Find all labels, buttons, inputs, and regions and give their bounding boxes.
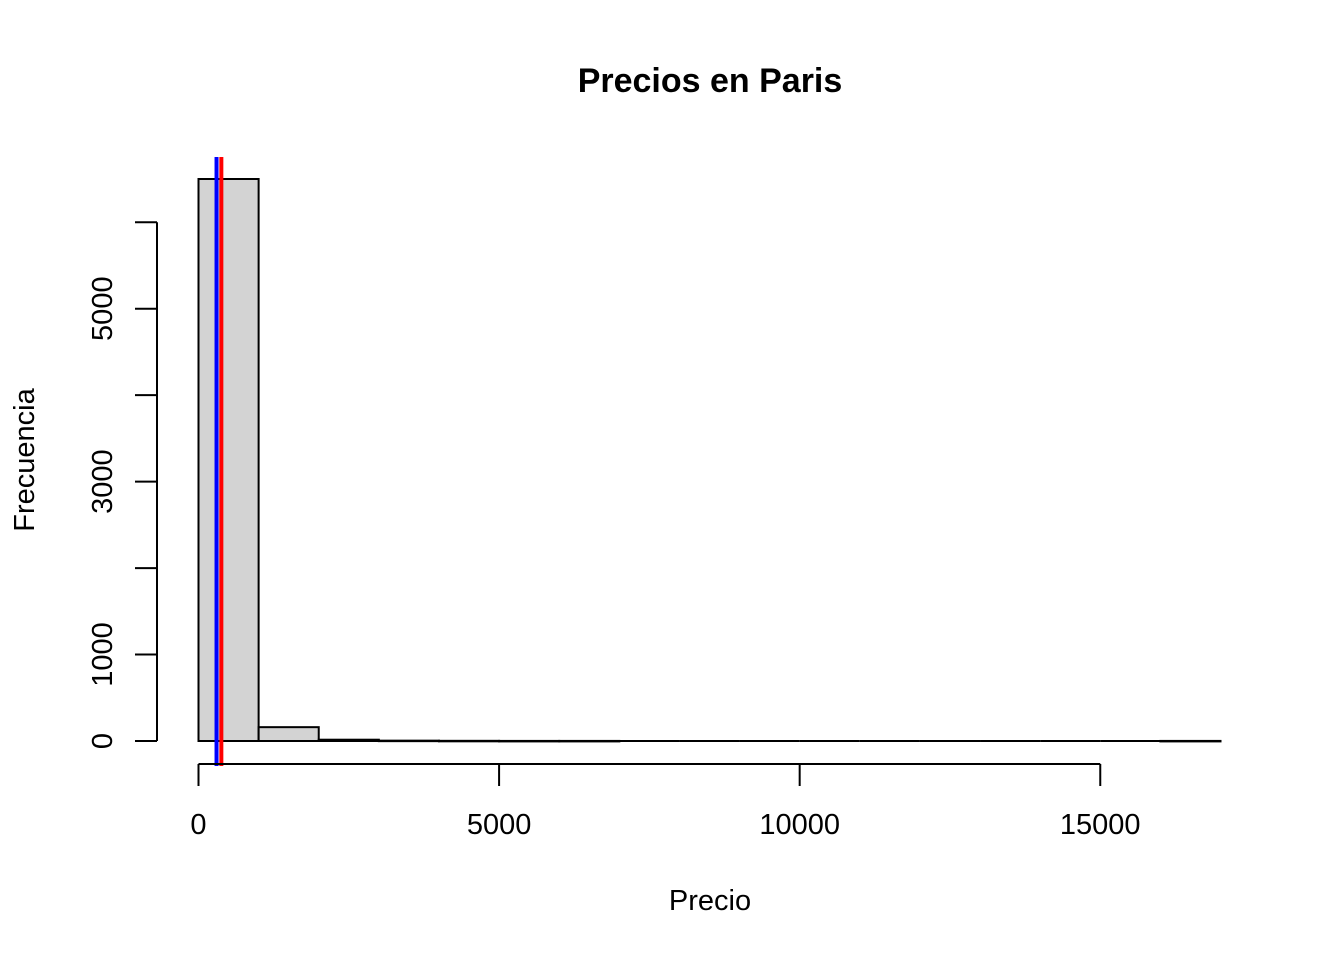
x-tick-label: 0: [190, 809, 206, 841]
histogram-bar: [437, 739, 501, 743]
histogram-bar: [317, 738, 380, 742]
reference-lines: [214, 157, 224, 766]
histogram-bar: [197, 178, 260, 742]
histogram-bar: [558, 739, 621, 743]
histogram-bar: [377, 739, 440, 743]
x-axis-label: Precio: [669, 885, 751, 917]
y-tick-label: 1000: [87, 622, 119, 687]
x-tick-label: 5000: [467, 809, 532, 841]
chart-title: Precios en Paris: [578, 62, 843, 100]
y-tick-label: 5000: [87, 276, 119, 341]
histogram-bar: [1159, 739, 1222, 743]
x-tick-label: 15000: [1060, 809, 1141, 841]
y-axis: 0 1000 3000 5000: [87, 221, 158, 749]
x-axis: 0 5000 10000 15000: [190, 763, 1141, 841]
y-axis-label: Frecuencia: [9, 387, 41, 531]
y-tick-label: 3000: [87, 449, 119, 514]
histogram-bars: [197, 178, 1222, 743]
y-tick-label: 0: [87, 733, 119, 749]
histogram-bar: [498, 739, 561, 743]
x-tick-label: 10000: [759, 809, 840, 841]
histogram-bar: [257, 726, 320, 742]
